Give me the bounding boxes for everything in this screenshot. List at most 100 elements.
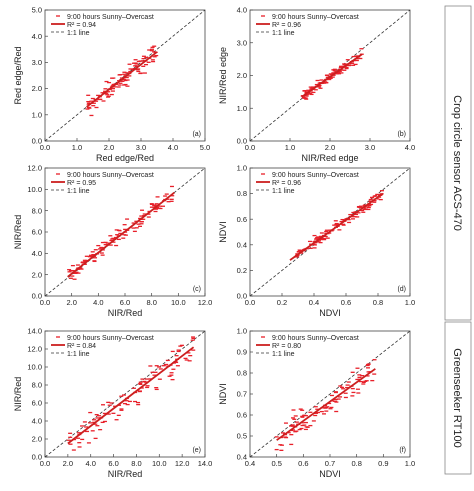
panel-label: (b)	[397, 131, 406, 138]
legend-fit-label: R² = 0.95	[67, 180, 96, 187]
x-tick-label: 2.0	[63, 459, 73, 468]
one-to-one-line	[249, 9, 411, 142]
x-tick-label: 0.9	[378, 459, 388, 468]
panel-c: 0.0 2.0 4.0 6.0 8.0 10.0 12.0 0.0 2.0 4.0 6.0 8.0 10…	[13, 164, 212, 318]
x-tick-label: 3.0	[136, 143, 146, 152]
legend-fit-label: R² = 0.94	[67, 22, 96, 29]
x-tick-label: 0.0	[245, 143, 255, 152]
y-tick-label: 12.0	[27, 345, 42, 354]
panel-d: 0.0 0.2 0.4 0.6 0.8 1.0 0.0 0.2 0.4 0.6 0.8 1.0 NDVI…	[218, 164, 415, 318]
y-tick-label: 0.6	[237, 411, 247, 420]
x-axis-label: NDVI	[319, 308, 341, 318]
x-tick-label: 0.6	[341, 298, 351, 307]
x-tick-label: 8.0	[146, 298, 156, 307]
y-tick-label: 5.0	[32, 6, 42, 15]
y-tick-label: 0.9	[237, 348, 247, 357]
y-tick-label: 0.8	[237, 189, 247, 198]
panel-label: (a)	[192, 131, 201, 138]
regression-line	[276, 368, 376, 441]
y-tick-label: 0.0	[237, 292, 247, 301]
y-tick-label: 2.0	[32, 435, 42, 444]
y-tick-label: 0.4	[237, 240, 247, 249]
x-tick-label: 0.5	[271, 459, 281, 468]
legend-series-label: 9:00 hours Sunny–Overcast	[67, 172, 154, 179]
x-tick-label: 1.0	[405, 298, 415, 307]
x-tick-label: 0.6	[298, 459, 308, 468]
x-tick-label: 1.0	[72, 143, 82, 152]
y-tick-label: 0.0	[237, 137, 247, 146]
y-tick-label: 3.0	[32, 58, 42, 67]
y-tick-label: 0.7	[237, 390, 247, 399]
y-tick-label: 0.2	[237, 266, 247, 275]
x-tick-label: 4.0	[93, 298, 103, 307]
x-tick-label: 8.0	[131, 459, 141, 468]
y-tick-label: 0.6	[237, 215, 247, 224]
regression-line	[67, 346, 195, 445]
y-tick-label: 0.5	[237, 432, 247, 441]
x-tick-label: 0.2	[277, 298, 287, 307]
y-tick-label: 6.0	[32, 399, 42, 408]
x-tick-label: 4.0	[85, 459, 95, 468]
legend-ref-label: 1:1 line	[67, 351, 90, 358]
legend-series-label: 9:00 hours Sunny–Overcast	[67, 14, 154, 21]
y-tick-label: 0.8	[237, 369, 247, 378]
legend-ref-label: 1:1 line	[67, 188, 90, 195]
panel-f: 0.4 0.5 0.6 0.7 0.8 0.9 1.0 0.4 0.5 0.6 0.7 0.8 0.9 1…	[218, 327, 415, 479]
regression-line	[289, 192, 384, 261]
y-tick-label: 8.0	[32, 206, 42, 215]
legend-fit-label: R² = 0.96	[272, 180, 301, 187]
x-tick-label: 12.0	[175, 459, 190, 468]
x-axis-label: NIR/Red edge	[301, 153, 358, 163]
x-tick-label: 2.0	[66, 298, 76, 307]
y-tick-label: 1.0	[237, 164, 247, 173]
x-tick-label: 3.0	[365, 143, 375, 152]
legend-series-label: 9:00 hours Sunny–Overcast	[272, 14, 359, 21]
legend-fit-label: R² = 0.96	[272, 22, 301, 29]
x-tick-label: 1.0	[285, 143, 295, 152]
panel-a: 0.0 1.0 2.0 3.0 4.0 5.0 0.0 1.0 2.0 3.0 4.0 5.0 Red …	[13, 6, 210, 163]
x-tick-label: 2.0	[104, 143, 114, 152]
one-to-one-line	[249, 330, 411, 458]
legend-ref-label: 1:1 line	[272, 188, 295, 195]
y-tick-label: 4.0	[32, 32, 42, 41]
y-tick-label: 2.0	[237, 71, 247, 80]
one-to-one-line	[44, 330, 206, 458]
x-tick-label: 4.0	[405, 143, 415, 152]
y-tick-label: 3.0	[237, 38, 247, 47]
x-tick-label: 12.0	[198, 298, 213, 307]
x-tick-label: 0.0	[40, 298, 50, 307]
y-tick-label: 6.0	[32, 228, 42, 237]
side-label-box	[444, 321, 472, 475]
plot-frame	[44, 330, 206, 458]
x-tick-label: 0.0	[40, 143, 50, 152]
x-tick-label: 0.0	[40, 459, 50, 468]
panel-label: (e)	[192, 447, 201, 454]
legend-series-label: 9:00 hours Sunny–Overcast	[272, 172, 359, 179]
x-tick-label: 0.4	[309, 298, 319, 307]
y-tick-label: 2.0	[32, 84, 42, 93]
y-tick-label: 4.0	[32, 417, 42, 426]
one-to-one-line	[44, 9, 206, 142]
regression-line	[67, 191, 175, 278]
y-tick-label: 8.0	[32, 381, 42, 390]
x-tick-label: 14.0	[198, 459, 213, 468]
y-tick-label: 4.0	[32, 249, 42, 258]
y-axis-label: NIR/Red edge	[218, 47, 228, 104]
x-tick-label: 2.0	[325, 143, 335, 152]
legend-ref-label: 1:1 line	[272, 351, 295, 358]
legend-ref-label: 1:1 line	[272, 30, 295, 37]
x-tick-label: 0.4	[245, 459, 255, 468]
regression-line	[86, 51, 158, 108]
x-axis-label: NIR/Red	[108, 308, 143, 318]
x-tick-label: 0.8	[373, 298, 383, 307]
panel-b: 0.0 1.0 2.0 3.0 4.0 0.0 1.0 2.0 3.0 4.0 NIR/Red ed…	[218, 6, 415, 163]
x-tick-label: 0.0	[245, 298, 255, 307]
x-tick-label: 5.0	[200, 143, 210, 152]
legend-ref-label: 1:1 line	[67, 30, 90, 37]
